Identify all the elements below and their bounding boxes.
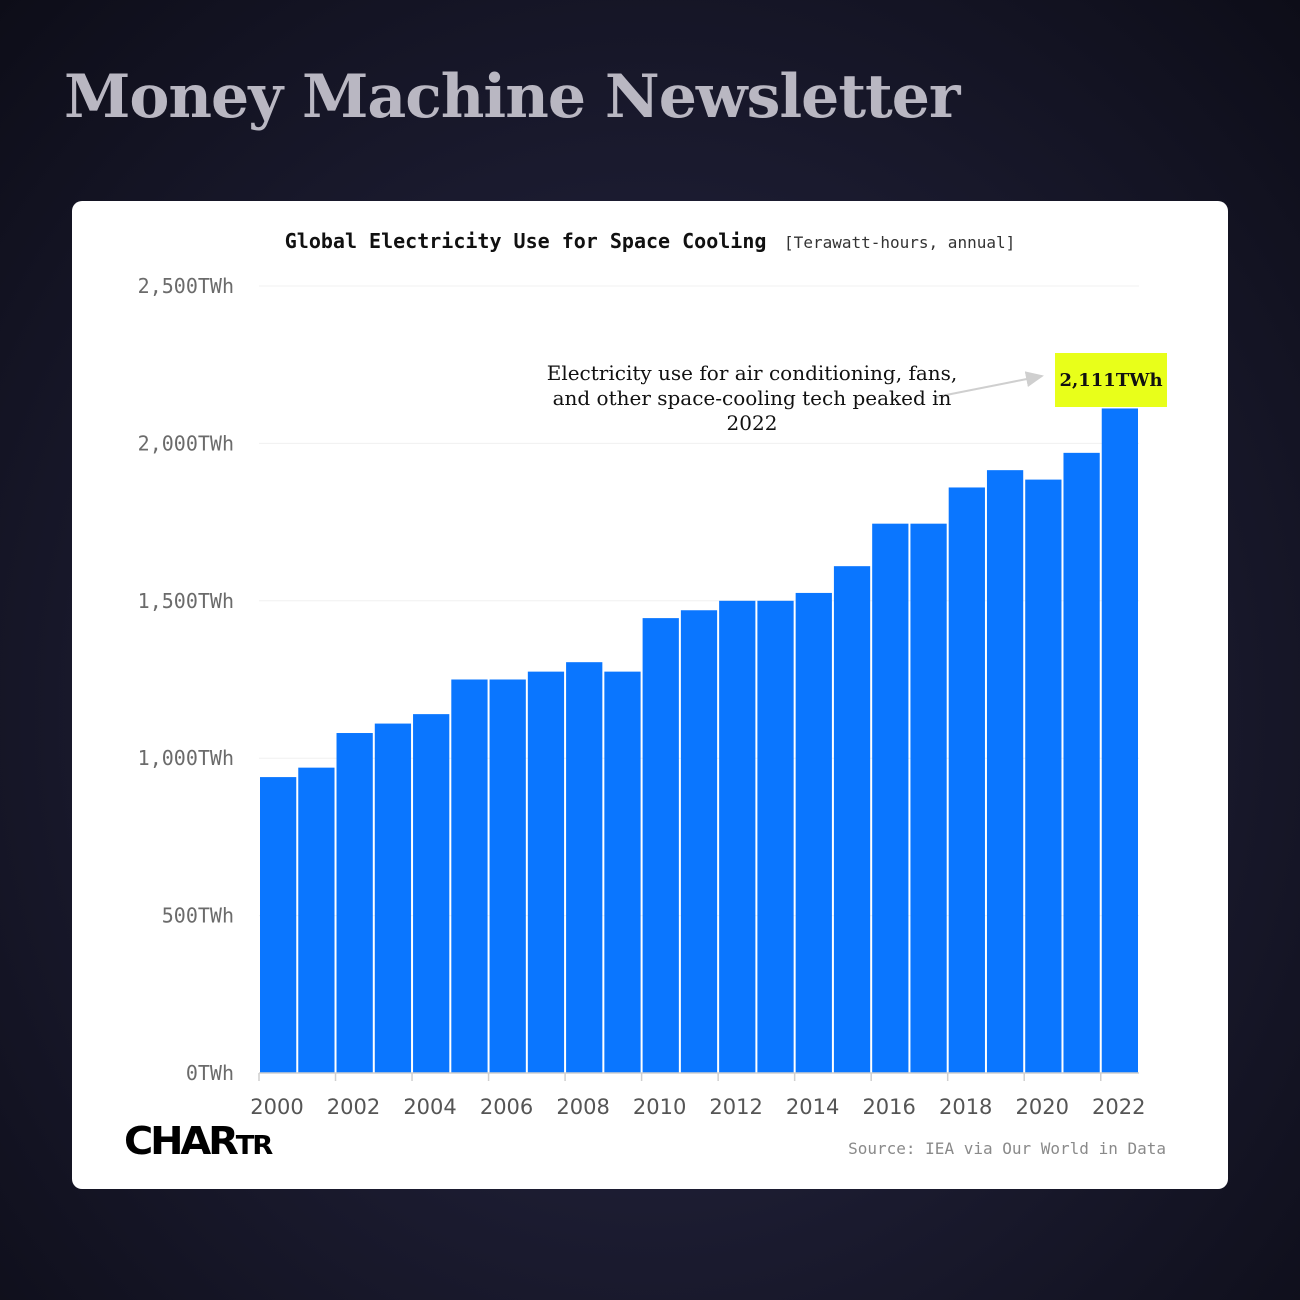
bar-2011 bbox=[680, 610, 718, 1073]
axes bbox=[258, 1072, 1139, 1081]
bar-2019 bbox=[986, 470, 1024, 1074]
bar-2014 bbox=[795, 592, 832, 1073]
x-tick-label: 2004 bbox=[403, 1095, 456, 1119]
bar-2015 bbox=[833, 566, 871, 1073]
bar-2022 bbox=[1101, 408, 1138, 1073]
y-tick-label: 1,500TWh bbox=[138, 589, 234, 613]
bar-2006 bbox=[489, 679, 526, 1073]
y-tick-label: 1,000TWh bbox=[138, 746, 234, 770]
chart-card: Global Electricity Use for Space Cooling… bbox=[72, 201, 1228, 1189]
bar-chart: 0TWh 500TWh 1,000TWh 1,500TWh 2,000TWh 2,500T… bbox=[138, 274, 1146, 1119]
bar-2018 bbox=[948, 487, 985, 1073]
chart-heading: Global Electricity Use for Space Cooling… bbox=[72, 229, 1228, 253]
bar-2012 bbox=[719, 600, 756, 1073]
bar-2017 bbox=[910, 523, 947, 1073]
bar-2002 bbox=[336, 733, 373, 1073]
logo-main: CHAR bbox=[124, 1119, 239, 1163]
bar-2016 bbox=[872, 523, 909, 1073]
y-tick-label: 2,000TWh bbox=[138, 431, 234, 455]
y-tick-label: 2,500TWh bbox=[138, 274, 234, 298]
logo-small: TR bbox=[235, 1131, 274, 1161]
bar-2008 bbox=[566, 662, 603, 1073]
x-tick-label: 2000 bbox=[250, 1095, 303, 1119]
chart-subtitle: [Terawatt-hours, annual] bbox=[784, 233, 1016, 252]
bar-2021 bbox=[1063, 452, 1100, 1073]
annotation-arrow bbox=[935, 371, 1044, 398]
bar-2001 bbox=[298, 767, 335, 1073]
bar-2003 bbox=[374, 723, 412, 1073]
y-tick-label: 0TWh bbox=[186, 1061, 234, 1085]
bar-2007 bbox=[527, 671, 565, 1073]
peak-value-badge: 2,111TWh bbox=[1055, 353, 1167, 407]
bar-2009 bbox=[604, 671, 641, 1073]
chart-title: Global Electricity Use for Space Cooling bbox=[284, 229, 767, 253]
bar-2004 bbox=[413, 714, 450, 1073]
bar-2000 bbox=[260, 777, 297, 1073]
chartr-logo: CHARTR bbox=[124, 1119, 274, 1163]
bar-2013 bbox=[757, 600, 794, 1073]
bars bbox=[260, 408, 1138, 1074]
y-tick-label: 500TWh bbox=[162, 904, 234, 928]
x-tick-label: 2014 bbox=[786, 1095, 839, 1119]
x-tick-label: 2008 bbox=[556, 1095, 609, 1119]
x-tick-label: 2022 bbox=[1092, 1095, 1145, 1119]
x-tick-label: 2012 bbox=[709, 1095, 762, 1119]
bar-2020 bbox=[1025, 479, 1062, 1073]
x-tick-label: 2020 bbox=[1015, 1095, 1068, 1119]
x-tick-label: 2002 bbox=[327, 1095, 380, 1119]
bar-2005 bbox=[451, 679, 488, 1073]
x-tick-label: 2018 bbox=[939, 1095, 992, 1119]
tick-labels: 0TWh 500TWh 1,000TWh 1,500TWh 2,000TWh 2,500T… bbox=[138, 274, 1146, 1119]
bar-2010 bbox=[642, 618, 679, 1073]
source-note: Source: IEA via Our World in Data bbox=[848, 1139, 1166, 1158]
newsletter-title: Money Machine Newsletter bbox=[64, 62, 961, 132]
annotation-text: Electricity use for air conditioning, fa… bbox=[546, 361, 958, 435]
x-tick-label: 2016 bbox=[862, 1095, 915, 1119]
x-tick-label: 2006 bbox=[480, 1095, 533, 1119]
x-tick-label: 2010 bbox=[633, 1095, 686, 1119]
